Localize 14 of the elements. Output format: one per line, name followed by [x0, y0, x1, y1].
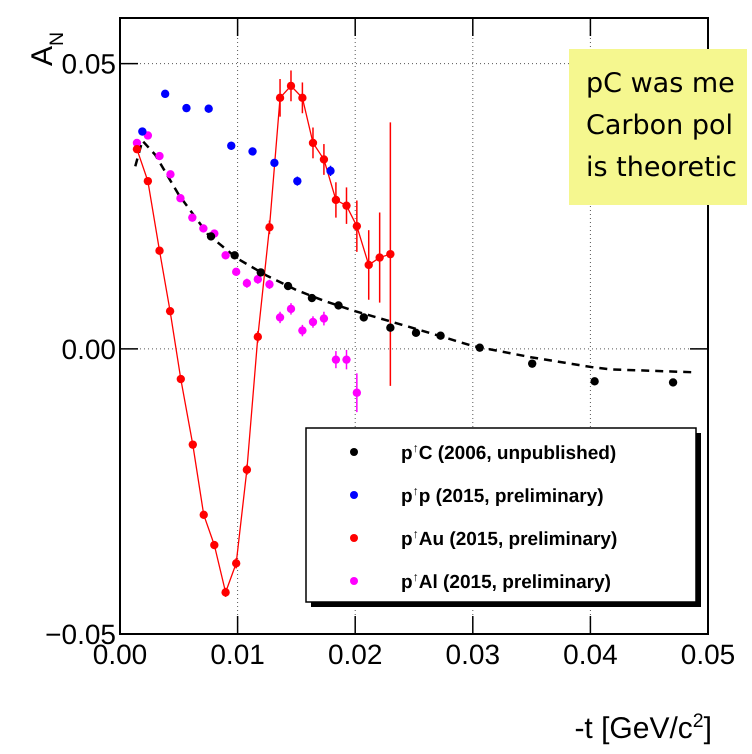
x-tick-label: 0.01: [210, 639, 265, 670]
annotation: pC was me: [586, 68, 735, 99]
annotation: is theoretic: [586, 152, 738, 183]
legend-label: p$^{↑}$p (2015, preliminary): [401, 484, 604, 507]
x-axis-title: -t [GeV/c$^{2}$]: [574, 710, 712, 745]
x-tick-label: 0.03: [446, 639, 500, 670]
legend-label: p$^{↑}$Al (2015, preliminary): [401, 570, 611, 593]
legend-label: p$^{↑}$Au (2015, preliminary): [401, 527, 618, 550]
y-tick-label: 0.00: [62, 334, 116, 365]
x-tick-label: 0.04: [563, 639, 618, 670]
legend-label: p$^{↑}$C (2006, unpublished): [401, 441, 616, 464]
annotation: Carbon pol: [586, 110, 734, 141]
x-tick-label: 0.05: [680, 639, 736, 670]
x-tick-label: 0.02: [328, 639, 382, 670]
